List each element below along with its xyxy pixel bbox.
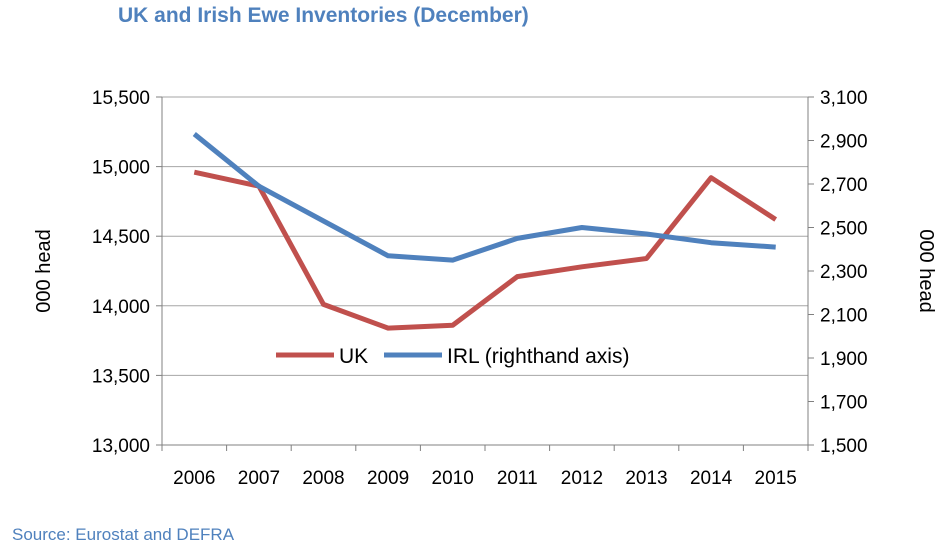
y-right-tick-label: 3,100 [820,88,868,109]
x-tick-label: 2015 [755,468,797,489]
chart-title: UK and Irish Ewe Inventories (December) [118,4,529,27]
x-tick-label: 2011 [497,468,538,489]
chart-source: Source: Eurostat and DEFRA [12,525,235,544]
y-left-tick-label: 13,000 [92,436,150,457]
x-tick-label: 2006 [173,468,215,489]
x-tick-label: 2007 [238,468,280,489]
y-left-tick-label: 13,500 [92,366,150,387]
series-lines [192,132,778,331]
x-tick-label: 2014 [690,468,733,489]
x-tick-label: 2008 [302,468,344,489]
x-tick-label: 2013 [625,468,667,489]
y-left-tick-label: 14,500 [92,227,150,248]
x-tick-label: 2010 [432,468,474,489]
series-line-irl [192,132,776,263]
y-left-tick-label: 15,000 [92,158,150,179]
y-axis-left-title: 000 head [33,229,55,312]
axes: 13,000 13,500 14,000 14,500 15,000 15,500 1,50… [92,88,868,489]
y-axis-right-title: 000 head [915,229,937,312]
y-right-tick-label: 2,100 [820,306,868,327]
y-left-tick-label: 15,500 [92,88,150,109]
legend-label: UK [339,345,368,368]
legend: UK IRL (righthand axis) [276,345,629,368]
x-tick-label: 2009 [367,468,409,489]
y-right-tick-label: 1,700 [820,393,868,414]
series-line-uk [193,169,778,331]
y-right-tick-label: 2,700 [820,175,868,196]
y-right-tick-label: 2,300 [820,262,868,283]
y-left-tick-label: 14,000 [92,297,150,318]
y-right-tick-label: 1,500 [820,436,868,457]
y-right-tick-label: 2,900 [820,132,868,153]
gridlines [162,96,808,376]
x-tick-label: 2012 [561,468,603,489]
y-right-tick-label: 2,500 [820,219,868,240]
legend-label: IRL (righthand axis) [447,345,629,368]
y-right-tick-label: 1,900 [820,349,868,370]
